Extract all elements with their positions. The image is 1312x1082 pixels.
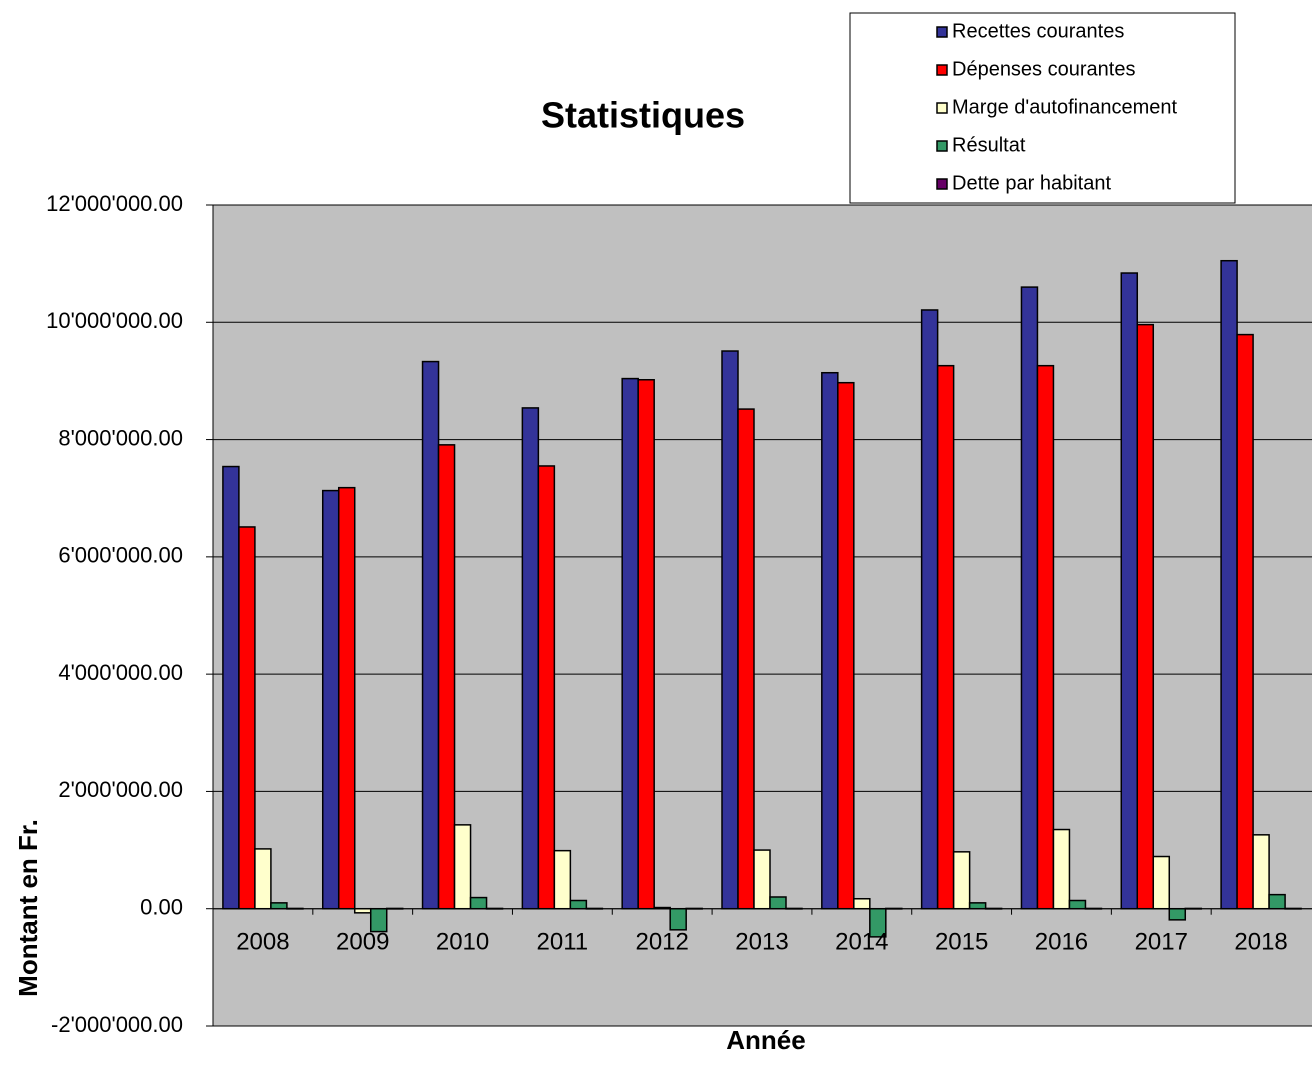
chart-title: Statistiques (541, 95, 745, 136)
bar (537, 465, 556, 910)
bar (437, 444, 456, 910)
x-tick-label: 2008 (236, 928, 289, 955)
x-tick-label: 2013 (735, 928, 788, 955)
bar (1136, 323, 1155, 910)
bar (337, 486, 356, 910)
bar (1120, 272, 1139, 910)
bar (952, 851, 971, 910)
x-tick-label: 2016 (1035, 928, 1088, 955)
bar (469, 896, 488, 910)
bar (769, 896, 787, 910)
legend-box (849, 12, 1236, 204)
bar (920, 309, 939, 910)
bar (753, 849, 771, 910)
bar (637, 379, 655, 910)
y-tick-label: 12'000'000.00 (46, 191, 183, 216)
y-axis-label: Montant en Fr. (13, 819, 43, 997)
bar (621, 377, 639, 910)
bar (1252, 834, 1270, 910)
legend-swatch (936, 64, 948, 76)
legend-swatch (936, 102, 948, 114)
bar (821, 371, 839, 910)
bar (737, 408, 755, 910)
bar (1168, 907, 1187, 921)
y-tick-label: 8'000'000.00 (58, 425, 183, 450)
legend-swatch (936, 140, 948, 152)
x-tick-label: 2011 (537, 928, 589, 955)
x-tick-label: 2010 (436, 928, 489, 955)
x-axis-label: Année (726, 1025, 805, 1055)
bar (1068, 899, 1087, 910)
legend-label: Dépenses courantes (952, 58, 1135, 80)
bar (1036, 364, 1055, 910)
bar (853, 897, 871, 910)
bar (521, 407, 540, 910)
bar (1236, 333, 1254, 910)
x-tick-label: 2012 (635, 928, 688, 955)
bar (254, 848, 272, 910)
x-tick-label: 2015 (935, 928, 988, 955)
bar (238, 526, 256, 910)
legend-label: Dette par habitant (952, 172, 1111, 194)
bar (1220, 259, 1238, 910)
x-tick-label: 2014 (835, 928, 888, 955)
legend-swatch (936, 178, 948, 190)
x-tick-label: 2018 (1234, 928, 1287, 955)
bar (569, 899, 588, 910)
bar (1052, 828, 1071, 910)
bar (1268, 893, 1286, 910)
bar (553, 849, 572, 910)
bar (936, 364, 955, 910)
legend-label: Recettes courantes (952, 20, 1124, 42)
bar (1020, 286, 1039, 910)
y-tick-label: -2'000'000.00 (51, 1012, 183, 1037)
bar (968, 902, 987, 910)
y-tick-label: 0.00 (140, 895, 183, 920)
bar (321, 489, 340, 910)
y-tick-label: 4'000'000.00 (58, 660, 183, 685)
legend-swatch (936, 26, 948, 38)
bar (270, 902, 288, 910)
x-tick-label: 2009 (336, 928, 389, 955)
bar (837, 381, 855, 910)
x-tick-label: 2017 (1135, 928, 1188, 955)
bar (421, 360, 440, 910)
bar (721, 350, 739, 910)
y-tick-label: 10'000'000.00 (46, 308, 183, 333)
bar (453, 824, 472, 910)
legend-label: Marge d'autofinancement (952, 96, 1178, 118)
y-tick-label: 2'000'000.00 (58, 777, 183, 802)
bar (222, 465, 240, 910)
bar (1152, 855, 1171, 910)
bar (353, 907, 372, 914)
y-tick-label: 6'000'000.00 (58, 543, 183, 568)
bar (669, 907, 687, 931)
legend-label: Résultat (952, 134, 1026, 156)
